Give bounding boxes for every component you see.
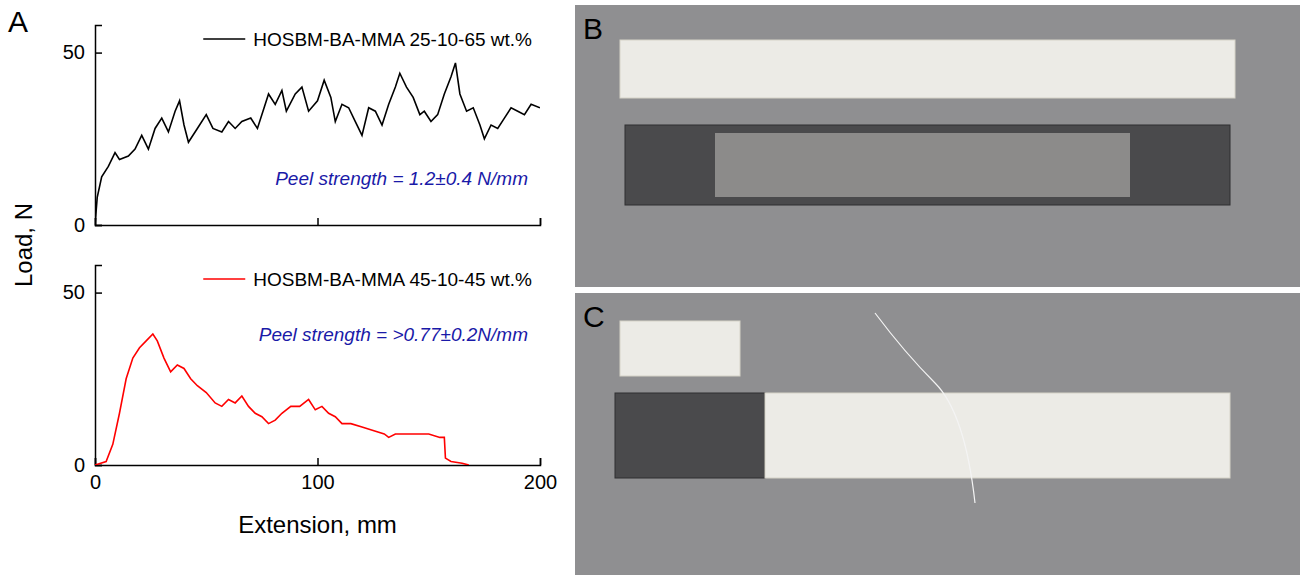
y-tick-label: 0 xyxy=(74,214,85,236)
x-axis-line xyxy=(96,218,541,226)
x-axis-title: Extension, mm xyxy=(238,511,397,538)
fabric-strip-white xyxy=(620,40,1235,98)
legend-swatch xyxy=(203,38,245,40)
x-tick-mark xyxy=(540,218,542,225)
data-line xyxy=(95,63,540,225)
photo-panel: B xyxy=(575,5,1300,287)
fabric-strip-white xyxy=(765,393,1230,478)
legend-swatch xyxy=(203,278,245,280)
x-axis: 0 100 200 xyxy=(90,458,557,493)
fabric-strip-dark xyxy=(615,393,765,478)
panel-chart: 0 50 0 100 200 HOSBM-BA-MMA 45-10-45 wt.% Peel… xyxy=(63,266,557,494)
x-tick-label: 100 xyxy=(301,471,334,493)
y-tick: 50 xyxy=(63,41,102,63)
x-tick: 200 xyxy=(524,458,557,493)
fabric-strip-dark xyxy=(625,125,1230,205)
x-tick: 100 xyxy=(301,458,334,493)
y-axis-title: Load, N xyxy=(10,203,37,287)
x-tick xyxy=(318,218,319,225)
y-tick-label: 0 xyxy=(74,454,85,476)
adhesive-residue xyxy=(715,133,1130,197)
panel-letter: B xyxy=(583,12,603,45)
y-tick: 50 xyxy=(63,281,102,303)
panel-letter: C xyxy=(583,300,605,333)
x-tick-mark xyxy=(540,458,542,465)
x-tick-label: 200 xyxy=(524,471,557,493)
legend-label: HOSBM-BA-MMA 45-10-45 wt.% xyxy=(253,269,532,290)
panel-chart: 0 50 HOSBM-BA-MMA 25-10-65 wt.% Peel streng… xyxy=(63,26,541,236)
y-axis-line xyxy=(96,266,103,466)
x-tick-mark xyxy=(317,458,319,465)
fabric-strip-white xyxy=(620,321,740,376)
x-tick-mark xyxy=(317,218,319,225)
y-tick-label: 50 xyxy=(63,281,85,303)
y-tick-label: 50 xyxy=(63,41,85,63)
panel-letter: A xyxy=(8,5,28,38)
x-tick xyxy=(540,218,541,225)
photo-background xyxy=(575,293,1300,575)
legend: HOSBM-BA-MMA 25-10-65 wt.% xyxy=(203,29,532,50)
loose-thread xyxy=(875,313,975,503)
y-axis-line xyxy=(96,26,103,226)
y-axis: 0 50 xyxy=(63,266,102,476)
photo-background xyxy=(575,5,1300,287)
annotation: Peel strength = >0.77±0.2N/mm xyxy=(259,324,528,345)
y-tick-mark xyxy=(95,52,102,54)
plot-area xyxy=(95,334,469,465)
y-tick-mark xyxy=(95,292,102,294)
legend-label: HOSBM-BA-MMA 25-10-65 wt.% xyxy=(253,29,532,50)
x-tick-label: 0 xyxy=(90,471,101,493)
photo-panel: C xyxy=(575,293,1300,575)
x-axis xyxy=(96,218,541,226)
legend: HOSBM-BA-MMA 45-10-45 wt.% xyxy=(203,269,532,290)
annotation: Peel strength = 1.2±0.4 N/mm xyxy=(275,168,528,189)
x-axis-line xyxy=(96,458,541,466)
figure: 0 50 HOSBM-BA-MMA 25-10-65 wt.% Peel streng… xyxy=(0,0,1309,583)
plot-area xyxy=(95,63,540,225)
data-line xyxy=(95,334,469,465)
